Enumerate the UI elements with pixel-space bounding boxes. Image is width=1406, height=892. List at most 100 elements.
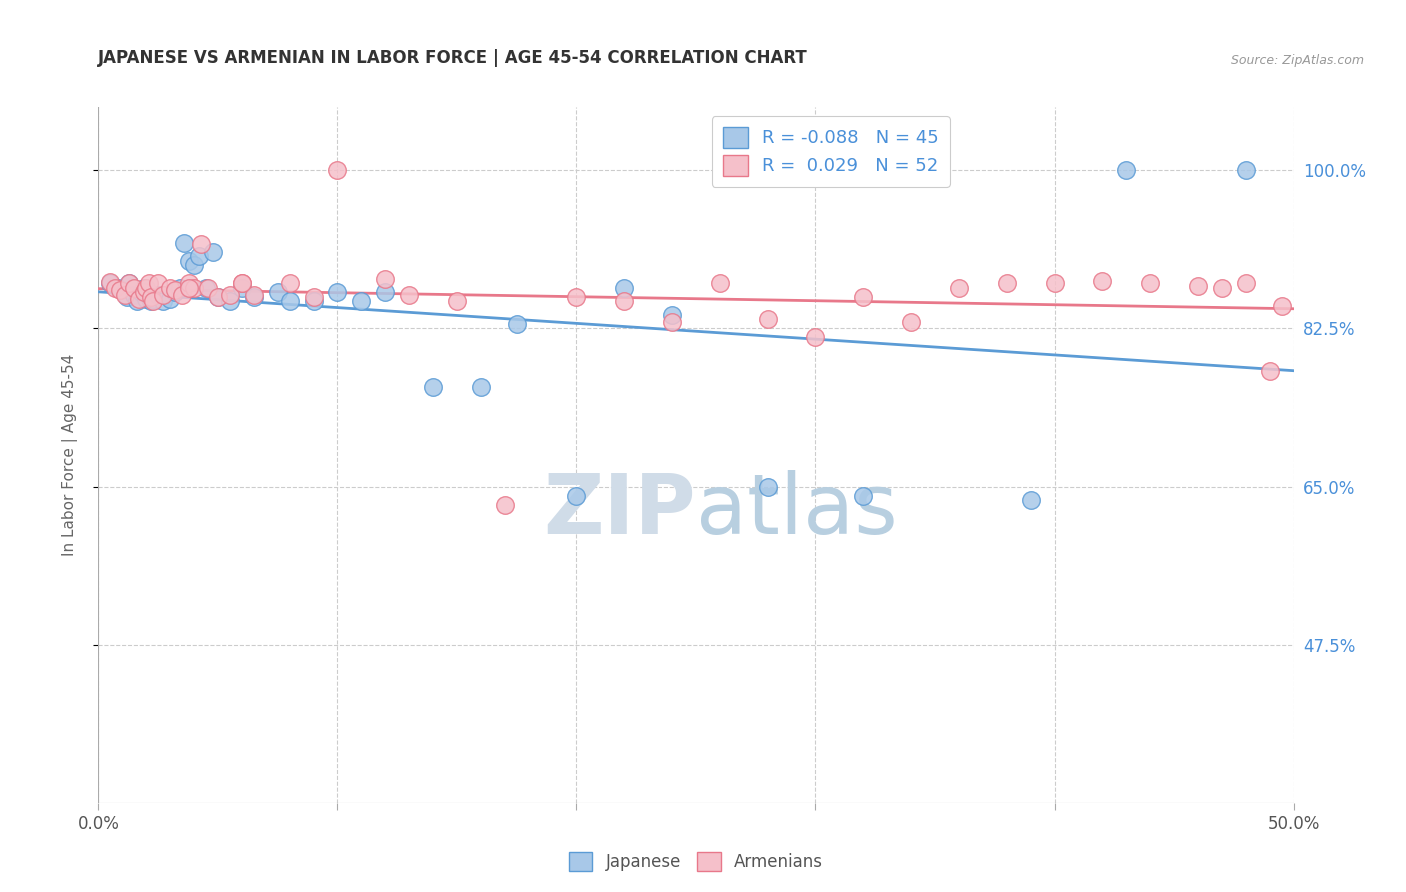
Point bbox=[326, 285, 349, 300]
Point bbox=[374, 271, 396, 285]
Point bbox=[173, 235, 195, 250]
Point bbox=[159, 281, 181, 295]
Point bbox=[179, 253, 201, 268]
Point bbox=[661, 315, 683, 329]
Point bbox=[1211, 281, 1233, 295]
Point bbox=[278, 294, 301, 309]
Point bbox=[190, 237, 212, 252]
Point bbox=[1115, 163, 1137, 178]
Point bbox=[613, 294, 636, 309]
Y-axis label: In Labor Force | Age 45-54: In Labor Force | Age 45-54 bbox=[62, 354, 77, 556]
Point bbox=[179, 277, 201, 291]
Text: JAPANESE VS ARMENIAN IN LABOR FORCE | AGE 45-54 CORRELATION CHART: JAPANESE VS ARMENIAN IN LABOR FORCE | AG… bbox=[98, 49, 808, 67]
Point bbox=[1234, 277, 1257, 291]
Point bbox=[197, 281, 219, 295]
Point bbox=[398, 288, 420, 302]
Point bbox=[565, 489, 588, 503]
Point bbox=[231, 281, 253, 295]
Point bbox=[183, 281, 205, 295]
Point bbox=[104, 281, 127, 295]
Point bbox=[131, 285, 153, 300]
Point bbox=[207, 290, 229, 304]
Point bbox=[302, 290, 325, 304]
Point bbox=[142, 294, 165, 309]
Point bbox=[350, 294, 373, 309]
Point bbox=[179, 281, 201, 295]
Point bbox=[118, 277, 141, 291]
Point bbox=[804, 330, 827, 344]
Text: atlas: atlas bbox=[696, 470, 897, 551]
Point bbox=[506, 317, 529, 331]
Point bbox=[995, 277, 1018, 291]
Point bbox=[219, 288, 242, 302]
Point bbox=[194, 281, 218, 295]
Point bbox=[446, 294, 468, 309]
Point bbox=[756, 479, 779, 493]
Point bbox=[125, 294, 148, 309]
Point bbox=[107, 281, 129, 295]
Point bbox=[98, 277, 122, 291]
Point bbox=[278, 277, 301, 291]
Point bbox=[108, 283, 131, 297]
Point bbox=[172, 288, 194, 302]
Point bbox=[422, 380, 444, 394]
Point bbox=[494, 498, 516, 512]
Point bbox=[661, 308, 683, 322]
Point bbox=[756, 312, 779, 326]
Point bbox=[152, 294, 174, 309]
Point bbox=[98, 276, 122, 290]
Point bbox=[142, 292, 165, 306]
Point bbox=[852, 290, 875, 304]
Point bbox=[183, 258, 205, 272]
Point bbox=[118, 277, 141, 291]
Point bbox=[138, 277, 160, 291]
Point bbox=[1043, 277, 1066, 291]
Point bbox=[1019, 493, 1042, 508]
Point bbox=[326, 163, 349, 178]
Point bbox=[948, 281, 970, 295]
Point bbox=[148, 288, 170, 302]
Point bbox=[169, 281, 191, 295]
Point bbox=[135, 281, 157, 295]
Point bbox=[163, 285, 186, 300]
Point bbox=[139, 290, 162, 304]
Point bbox=[1271, 299, 1294, 313]
Text: Source: ZipAtlas.com: Source: ZipAtlas.com bbox=[1230, 54, 1364, 67]
Point bbox=[132, 281, 155, 295]
Point bbox=[152, 288, 174, 302]
Point bbox=[115, 290, 138, 304]
Point bbox=[1187, 279, 1209, 293]
Point bbox=[1139, 277, 1161, 291]
Point bbox=[148, 277, 170, 291]
Point bbox=[135, 292, 157, 306]
Text: ZIP: ZIP bbox=[544, 470, 696, 551]
Point bbox=[202, 244, 225, 259]
Point bbox=[139, 294, 162, 309]
Point bbox=[124, 281, 146, 295]
Point bbox=[187, 249, 209, 263]
Legend: Japanese, Armenians: Japanese, Armenians bbox=[562, 846, 830, 878]
Point bbox=[114, 288, 136, 302]
Point bbox=[1234, 163, 1257, 178]
Point bbox=[900, 315, 922, 329]
Point bbox=[374, 285, 396, 300]
Point bbox=[132, 285, 155, 300]
Point bbox=[613, 281, 636, 295]
Point bbox=[1091, 273, 1114, 287]
Point bbox=[159, 292, 181, 306]
Point bbox=[128, 292, 150, 306]
Point bbox=[565, 290, 588, 304]
Point bbox=[207, 290, 229, 304]
Point bbox=[163, 283, 186, 297]
Point bbox=[138, 288, 160, 302]
Point bbox=[124, 288, 146, 302]
Point bbox=[470, 380, 492, 394]
Point bbox=[709, 277, 731, 291]
Point bbox=[231, 277, 253, 291]
Point bbox=[852, 489, 875, 503]
Point bbox=[243, 290, 266, 304]
Point bbox=[111, 283, 134, 297]
Point bbox=[231, 277, 253, 291]
Point bbox=[1258, 364, 1281, 378]
Point bbox=[243, 288, 266, 302]
